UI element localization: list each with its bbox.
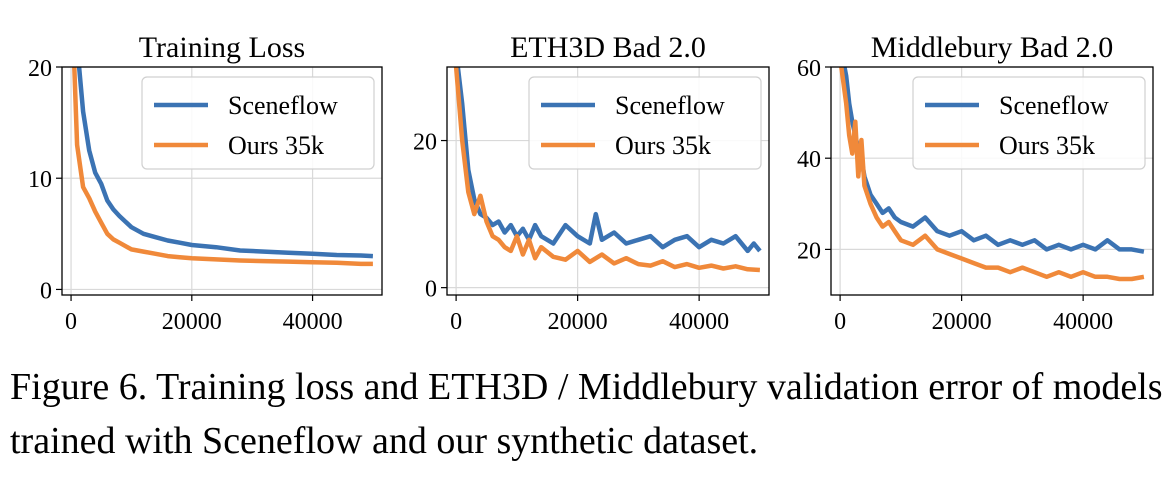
legend-label: Sceneflow [615,91,725,120]
y-tick-label: 10 [28,167,52,193]
chart-3: 0 20000 40000 20 40 60 Middlebury Bad 2.0 Scene… [797,31,1154,335]
plot-frame [830,66,1154,296]
x-tick-label: 40000 [669,309,729,335]
x-tick-label: 40000 [283,309,343,335]
series-line-ours-35k [72,67,373,267]
legend-label: Ours 35k [999,131,1095,160]
y-tick-label: 0 [40,278,52,304]
series-line-sceneflow [455,67,762,254]
y-tick-label: 20 [28,56,52,82]
legend: Sceneflow Ours 35k [528,76,762,170]
series-line-ours-35k [453,67,761,273]
legend: Sceneflow Ours 35k [141,76,375,170]
plot-frame [446,66,770,296]
x-tick-label: 0 [65,309,77,335]
series-line-sceneflow [76,67,374,259]
y-tick-label: 20 [413,130,437,156]
y-tick-label: 20 [797,238,821,264]
y-tick-label: 0 [425,277,437,303]
x-tick-label: 20000 [548,309,608,335]
legend-label: Sceneflow [999,91,1109,120]
x-tick-label: 40000 [1053,309,1113,335]
x-tick-label: 20000 [162,309,222,335]
legend: Sceneflow Ours 35k [912,76,1146,170]
legend-label: Sceneflow [228,91,338,120]
x-tick-label: 0 [834,309,846,335]
legend-label: Ours 35k [615,131,711,160]
figure-caption: Figure 6. Training loss and ETH3D / Midd… [10,366,1163,462]
legend-label: Ours 35k [228,131,324,160]
chart-title: ETH3D Bad 2.0 [510,31,706,64]
chart-1: 0 20000 40000 0 10 20 Training Loss Sceneflow Ou… [28,31,383,335]
y-tick-label: 60 [797,56,821,82]
chart-2: 0 20000 40000 0 20 ETH3D Bad 2.0 Sceneflow Ours… [413,31,770,335]
x-tick-label: 0 [450,309,462,335]
chart-title: Middlebury Bad 2.0 [871,31,1113,64]
x-tick-label: 20000 [932,309,992,335]
chart-title: Training Loss [139,31,305,64]
y-tick-label: 40 [797,147,821,173]
series-line-ours-35k [839,67,1145,282]
plot-frame [61,66,383,296]
